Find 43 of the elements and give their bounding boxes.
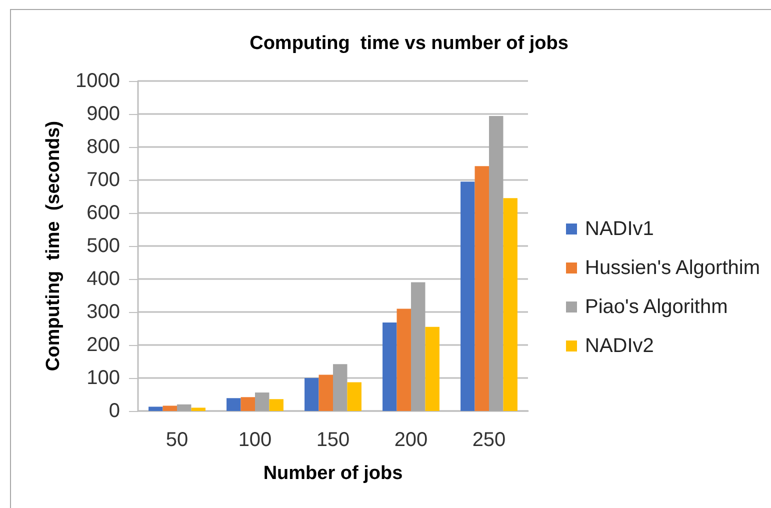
bar [396,308,411,411]
bar [177,404,192,411]
bar [269,399,284,411]
x-tick-label: 100 [238,429,272,451]
bar [382,322,397,411]
y-tick-label: 400 [86,268,120,290]
chart-title: Computing time vs number of jobs [250,33,568,54]
bar [240,397,255,411]
bar [148,406,163,411]
y-tick-label: 500 [86,235,120,257]
y-tick-label: 800 [86,136,120,158]
y-tick-label: 600 [86,202,120,224]
y-tick-label: 100 [86,367,120,389]
bar [304,378,319,411]
bar [411,282,426,411]
x-axis-title: Number of jobs [263,463,403,484]
y-tick-label: 0 [108,400,120,422]
x-tick-label: 50 [166,429,188,451]
legend-label: Piao's Algorithm [585,296,728,318]
y-tick-label: 200 [86,334,120,356]
legend-label: NADIv1 [585,218,654,240]
bar [503,198,518,411]
y-tick-label: 300 [86,301,120,323]
bar [333,364,348,411]
bar [460,182,475,411]
bar [191,408,206,411]
bar [226,398,241,411]
bar [489,116,504,411]
bar [162,406,177,411]
y-axis-title: Computing time (seconds) [43,120,64,372]
x-tick-label: 250 [472,429,506,451]
bar [425,326,440,411]
legend-label: Hussien's Algorthim [585,257,760,279]
x-tick-label: 150 [316,429,350,451]
bar [474,166,489,411]
bar [255,392,270,411]
y-tick-label: 900 [86,103,120,125]
y-tick-label: 1000 [76,70,120,92]
legend-label: NADIv2 [585,335,654,357]
bar [347,382,362,411]
x-tick-label: 200 [394,429,428,451]
bar [318,374,333,411]
y-tick-label: 700 [86,169,120,191]
